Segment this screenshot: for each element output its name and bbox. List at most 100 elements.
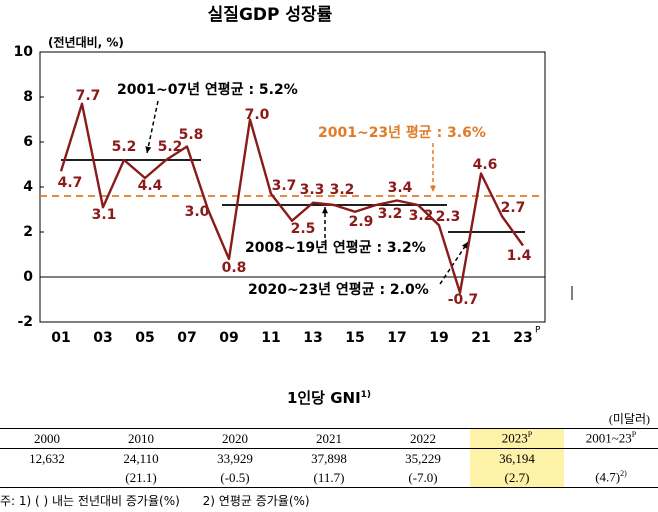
reference-label: 2008~19년 연평균 : 3.2% xyxy=(245,239,426,256)
table-cell: 36,194 xyxy=(470,448,564,468)
y-axis-label: (전년대비, %) xyxy=(48,35,124,50)
cell-text: 2020 xyxy=(222,430,248,446)
arrow-head xyxy=(321,207,329,214)
header-cell: 2022 xyxy=(376,429,470,449)
value-label: 3.7 xyxy=(272,178,297,194)
title-note: 1) xyxy=(360,390,372,400)
value-label: 4.6 xyxy=(473,157,498,173)
value-label: 7.7 xyxy=(76,88,101,104)
table-cell: 24,110 xyxy=(123,450,159,466)
gni-table: 2000 2010 2020 2021 2022 2023P 2001~23P 12,632 2… xyxy=(0,428,658,488)
table-title: 1인당 GNI1) xyxy=(0,380,658,410)
x-tick-label: 19 xyxy=(429,330,448,346)
reference-label: 2020~23년 연평균 : 2.0% xyxy=(248,281,429,298)
arrow-head xyxy=(429,185,437,192)
arrow-head xyxy=(145,146,152,153)
y-tick-label: -2 xyxy=(17,314,33,330)
value-label: 3.1 xyxy=(92,207,117,223)
x-tick-label: 05 xyxy=(135,330,154,346)
table-row: 12,632 24,110 33,929 37,898 35,229 36,194 xyxy=(0,448,658,469)
value-label: 2.9 xyxy=(349,214,374,230)
cell-note: 2) xyxy=(620,469,627,479)
table-section: 1인당 GNI1) (미달러) 2000 2010 2020 2021 2022 2023… xyxy=(0,380,658,509)
header-cell: 2021 xyxy=(282,429,376,449)
x-tick-label: 07 xyxy=(177,330,196,346)
table-cell: 37,898 xyxy=(311,450,347,466)
table-title-text: 1인당 GNI xyxy=(286,389,361,407)
value-label: 3.3 xyxy=(300,182,325,198)
x-tick-label: 03 xyxy=(93,330,112,346)
table-cell: (21.1) xyxy=(125,469,157,485)
x-tick-label: 11 xyxy=(261,330,280,346)
annotation-arrow xyxy=(439,241,469,285)
value-label: 4.7 xyxy=(58,175,83,191)
cell-text: 2010 xyxy=(128,430,154,446)
x-tick-label: 15 xyxy=(345,330,364,346)
annotation-arrow xyxy=(146,100,159,154)
x-tick-label: 01 xyxy=(51,330,70,346)
table-cell: (2.7) xyxy=(470,468,564,488)
y-tick-label: 6 xyxy=(23,134,33,150)
cell-text: 2023 xyxy=(501,430,528,446)
value-label: 7.0 xyxy=(245,107,270,123)
value-label: 5.2 xyxy=(158,139,183,155)
header-cell: 2001~23P xyxy=(564,429,658,449)
table-cell xyxy=(0,468,94,488)
table-cell: (-0.5) xyxy=(220,469,250,485)
reference-label: 2001~23년 평균 : 3.6% xyxy=(318,124,486,141)
x-tick-label: 13 xyxy=(303,330,322,346)
unit: (미달러) xyxy=(608,412,650,426)
header-cell: 2010 xyxy=(94,429,188,449)
y-tick-label: 8 xyxy=(23,89,33,105)
x-tick-label: 17 xyxy=(387,330,406,346)
table-cell: 33,929 xyxy=(217,450,253,466)
table-cell: 35,229 xyxy=(405,450,441,466)
value-label: 3.2 xyxy=(409,208,434,224)
x-tick-label: 09 xyxy=(219,330,238,346)
value-label: -0.7 xyxy=(448,292,479,308)
value-label: 2.7 xyxy=(501,200,526,216)
cell-text: 2022 xyxy=(410,430,436,446)
chart-title: 실질GDP 성장률 xyxy=(208,4,333,25)
cell-text: 2000 xyxy=(34,430,60,446)
value-label: 3.2 xyxy=(330,182,355,198)
y-tick-label: 2 xyxy=(23,224,33,240)
table-cell: (-7.0) xyxy=(408,469,438,485)
value-label: 3.4 xyxy=(388,180,413,196)
value-label: 2.5 xyxy=(291,221,316,237)
header-cell: 2020 xyxy=(188,429,282,449)
table-cell: (11.7) xyxy=(313,469,345,485)
value-label: 0.8 xyxy=(222,260,247,276)
value-label: 2.3 xyxy=(436,209,461,225)
cell-note: P xyxy=(631,430,637,440)
header-row: 2000 2010 2020 2021 2022 2023P 2001~23P xyxy=(0,428,658,449)
x-tick-label: 21 xyxy=(471,330,490,346)
y-tick-label: 0 xyxy=(23,269,33,285)
x-tick-label: 23 xyxy=(513,330,532,346)
y-tick-label: 4 xyxy=(23,179,33,195)
value-label: 4.4 xyxy=(138,178,163,194)
footnote: 주: 1) ( ) 내는 전년대비 증가율(%) 2) 연평균 증가율(%) xyxy=(0,494,310,508)
value-label: 3.2 xyxy=(378,206,403,222)
value-label: 3.0 xyxy=(185,204,210,220)
latest-marker: P xyxy=(535,326,541,336)
cell-text: (4.7) xyxy=(595,469,621,485)
y-tick-label: 10 xyxy=(14,44,34,60)
table-row: (21.1) (-0.5) (11.7) (-7.0) (2.7) (4.7)2) xyxy=(0,468,658,488)
chart: 실질GDP 성장률 (전년대비, %) -2 0 2 4 6 8 10 01 03 05 07 09 1… xyxy=(14,4,573,346)
cell-text: 2001~23 xyxy=(585,430,632,446)
cell-note: P xyxy=(527,430,533,440)
series-line xyxy=(59,102,524,294)
table-cell: 12,632 xyxy=(29,450,65,466)
value-label: 1.4 xyxy=(507,248,532,264)
cell-text: 2021 xyxy=(316,430,342,446)
header-cell: 2000 xyxy=(0,429,94,449)
value-label: 5.8 xyxy=(179,127,204,143)
value-label: 5.2 xyxy=(112,139,137,155)
arrow-head xyxy=(461,242,468,249)
table-cell xyxy=(564,449,658,469)
table-cell: (4.7)2) xyxy=(564,468,658,488)
header-cell: 2023P xyxy=(470,428,564,449)
reference-label: 2001~07년 연평균 : 5.2% xyxy=(117,81,298,98)
